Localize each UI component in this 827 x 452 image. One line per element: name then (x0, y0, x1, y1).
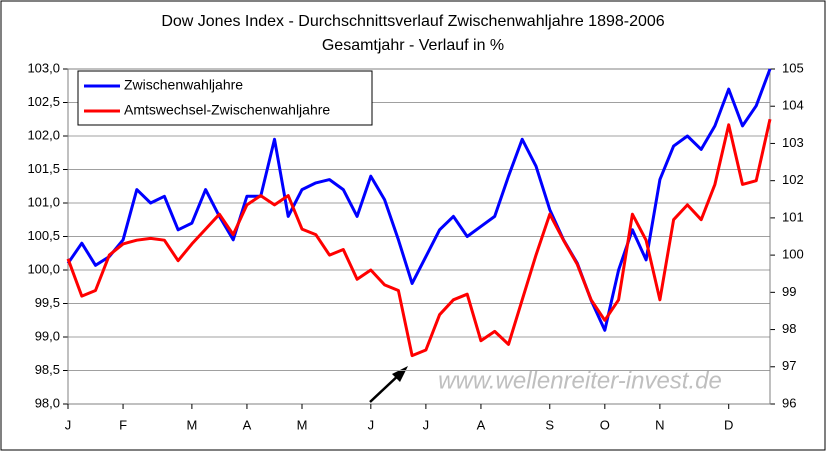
legend-label: Amtswechsel-Zwischenwahljahre (124, 102, 330, 118)
y-tick-label: 101,5 (27, 161, 60, 176)
x-tick-label: A (243, 417, 252, 432)
chart-title: Dow Jones Index - Durchschnittsverlauf Z… (161, 13, 664, 30)
y2-tick-label: 101 (782, 209, 804, 224)
x-tick-label: A (477, 417, 486, 432)
watermark: www.wellenreiter-invest.de (438, 367, 722, 394)
x-tick-label: S (545, 417, 554, 432)
y2-tick-label: 104 (782, 98, 804, 113)
x-tick-label: O (600, 417, 610, 432)
plot-border (67, 68, 771, 405)
y-tick-label: 98,5 (35, 362, 60, 377)
legend-label: Zwischenwahljahre (124, 77, 243, 93)
y-tick-label: 101,0 (27, 194, 60, 209)
x-tick-label: F (119, 417, 127, 432)
y-tick-label: 103,0 (27, 60, 60, 75)
chart-subtitle: Gesamtjahr - Verlauf in % (322, 37, 504, 54)
y2-tick-label: 97 (782, 358, 796, 373)
y2-tick-label: 103 (782, 135, 804, 150)
x-tick-label: J (65, 417, 72, 432)
x-tick-label: N (655, 417, 664, 432)
y-tick-label: 100,5 (27, 228, 60, 243)
y2-tick-label: 105 (782, 60, 804, 75)
y2-tick-label: 98 (782, 321, 796, 336)
y-tick-label: 99,0 (35, 328, 60, 343)
x-tick-label: D (724, 417, 733, 432)
series-line (66, 68, 772, 332)
y-tick-label: 102,5 (27, 94, 60, 109)
y-tick-label: 99,5 (35, 295, 60, 310)
y2-tick-label: 102 (782, 172, 804, 187)
y-tick-label: 98,0 (35, 395, 60, 410)
y2-tick-label: 96 (782, 395, 796, 410)
legend-box (77, 70, 373, 126)
x-tick-label: M (186, 417, 197, 432)
y2-tick-label: 100 (782, 247, 804, 262)
y-tick-label: 100,0 (27, 261, 60, 276)
series-line (66, 118, 772, 358)
x-tick-label: J (368, 417, 375, 432)
x-tick-label: M (297, 417, 308, 432)
y2-tick-label: 99 (782, 284, 796, 299)
y-tick-label: 102,0 (27, 127, 60, 142)
x-tick-label: J (423, 417, 430, 432)
